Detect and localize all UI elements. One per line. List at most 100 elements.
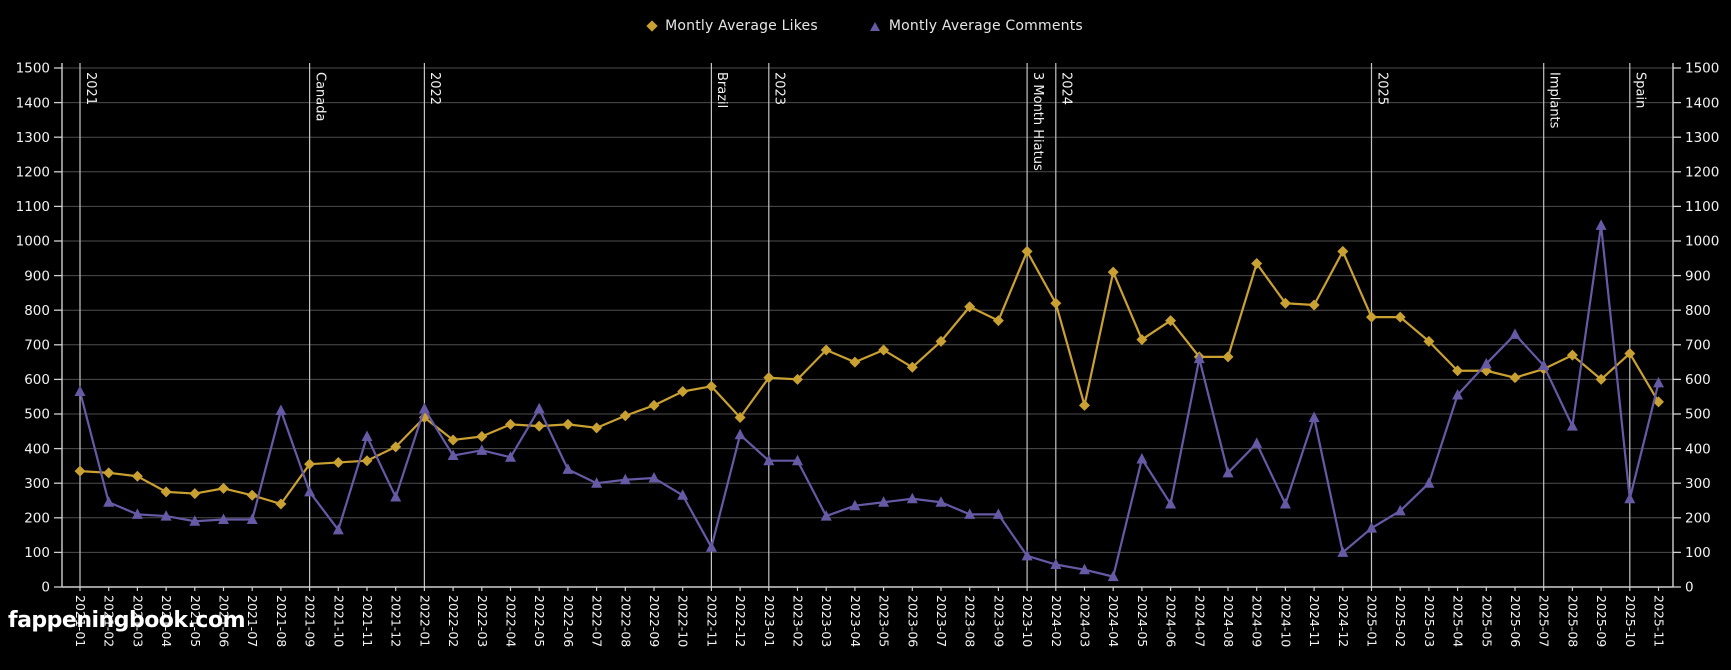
diamond-marker bbox=[1653, 396, 1664, 408]
diamond-marker bbox=[1165, 315, 1177, 327]
x-tick-label: 2025-11 bbox=[1652, 595, 1667, 647]
y-tick-label-right: 700 bbox=[1685, 338, 1711, 354]
x-tick-label: 2023-01 bbox=[762, 595, 777, 647]
x-tick-label: 2022-11 bbox=[704, 595, 719, 647]
y-tick-label-right: 1000 bbox=[1685, 234, 1719, 250]
x-tick-label: 2023-07 bbox=[934, 595, 949, 647]
y-tick-label-right: 100 bbox=[1685, 545, 1711, 561]
diamond-marker bbox=[1136, 334, 1148, 346]
annotation-label: Implants bbox=[1547, 72, 1562, 129]
triangle-marker bbox=[332, 523, 344, 535]
diamond-marker bbox=[275, 498, 287, 510]
triangle-marker bbox=[218, 513, 229, 525]
triangle-marker bbox=[418, 402, 430, 414]
diamond-marker bbox=[734, 411, 746, 423]
x-tick-label: 2022-05 bbox=[532, 595, 547, 647]
x-tick-label: 2025-02 bbox=[1393, 595, 1408, 647]
x-tick-label: 2024-03 bbox=[1078, 595, 1093, 647]
diamond-marker bbox=[1050, 297, 1062, 309]
diamond-marker bbox=[849, 356, 861, 368]
diamond-marker bbox=[1107, 266, 1119, 278]
triangle-marker bbox=[849, 499, 861, 511]
diamond-marker bbox=[1021, 245, 1033, 257]
diamond-marker bbox=[476, 430, 488, 442]
x-tick-label: 2025-04 bbox=[1451, 595, 1466, 647]
diamond-marker bbox=[1394, 311, 1406, 323]
x-tick-label: 2024-08 bbox=[1221, 595, 1236, 647]
y-tick-label-left: 1400 bbox=[16, 95, 50, 111]
y-tick-label-right: 1400 bbox=[1685, 95, 1719, 111]
x-tick-label: 2021-05 bbox=[188, 595, 203, 647]
y-tick-label-left: 1000 bbox=[16, 234, 50, 250]
y-tick-label-right: 0 bbox=[1685, 580, 1694, 596]
triangle-marker bbox=[1136, 452, 1148, 464]
x-tick-label: 2025-01 bbox=[1365, 595, 1380, 647]
diamond-marker bbox=[1366, 311, 1377, 323]
x-tick-label: 2023-06 bbox=[905, 595, 920, 647]
x-tick-label: 2025-09 bbox=[1594, 595, 1609, 647]
triangle-marker bbox=[1566, 420, 1578, 431]
diamond-marker bbox=[562, 418, 574, 430]
triangle-marker bbox=[992, 508, 1004, 519]
series-line bbox=[78, 224, 1660, 578]
y-tick-label-right: 1200 bbox=[1685, 165, 1719, 181]
triangle-marker bbox=[1394, 504, 1406, 516]
triangle-marker bbox=[1193, 352, 1205, 364]
y-tick-label-left: 500 bbox=[24, 407, 50, 423]
diamond-marker bbox=[103, 467, 115, 479]
x-tick-label: 2023-10 bbox=[1020, 595, 1035, 647]
x-tick-label: 2021-12 bbox=[389, 595, 404, 647]
triangle-marker bbox=[1279, 497, 1291, 509]
x-tick-label: 2021-03 bbox=[130, 595, 145, 647]
diamond-marker bbox=[648, 399, 660, 411]
triangle-marker bbox=[476, 444, 488, 455]
diamond-marker bbox=[992, 315, 1004, 327]
annotation-label: 3 Month Hiatus bbox=[1030, 72, 1045, 171]
y-tick-label-left: 800 bbox=[24, 303, 50, 319]
triangle-marker bbox=[1021, 549, 1033, 561]
triangle-marker bbox=[505, 451, 516, 462]
diamond-marker bbox=[131, 470, 143, 482]
diamond-marker bbox=[505, 418, 516, 430]
diamond-marker bbox=[1423, 335, 1435, 347]
diamond-marker bbox=[820, 344, 832, 356]
x-axis-labels: 2021-01 2021-02 2021-03 2021-04 2021-05 2021-… bbox=[73, 587, 1667, 647]
x-tick-label: 2024-11 bbox=[1307, 595, 1322, 647]
y-tick-label-right: 600 bbox=[1685, 372, 1711, 388]
x-tick-label: 2024-12 bbox=[1336, 595, 1351, 647]
triangle-marker bbox=[533, 402, 545, 414]
x-tick-label: 2021-09 bbox=[303, 595, 318, 647]
x-tick-label: 2023-05 bbox=[877, 595, 892, 647]
x-tick-label: 2024-09 bbox=[1250, 595, 1265, 647]
y-tick-label-left: 600 bbox=[24, 372, 50, 388]
x-tick-label: 2023-09 bbox=[991, 595, 1006, 647]
triangle-marker bbox=[1165, 497, 1177, 509]
triangle-marker bbox=[935, 496, 947, 507]
triangle-marker bbox=[103, 496, 115, 507]
y-tick-label-left: 0 bbox=[41, 580, 50, 596]
x-tick-label: 2024-02 bbox=[1049, 595, 1064, 647]
x-tick-label: 2022-09 bbox=[647, 595, 662, 647]
y-tick-label-right: 1300 bbox=[1685, 130, 1719, 146]
diamond-marker bbox=[792, 373, 803, 385]
triangle-marker bbox=[131, 508, 143, 519]
x-tick-label: 2023-08 bbox=[963, 595, 978, 647]
annotation-labels: 2021 Canada 2022 Brazil 2023 3 Month Hiatus 20… bbox=[83, 72, 1648, 171]
x-tick-label: 2023-02 bbox=[791, 595, 806, 647]
x-tick-label: 2021-11 bbox=[360, 595, 375, 647]
y-tick-label-left: 1500 bbox=[16, 61, 50, 77]
y-axis-labels: 0 0 100 100 200 200 300 300 400 400 500 500 600 600 70… bbox=[16, 61, 1720, 596]
triangle-marker bbox=[792, 454, 803, 466]
diamond-marker bbox=[390, 441, 402, 453]
x-tick-label: 2025-06 bbox=[1508, 595, 1523, 647]
x-tick-label: 2025-03 bbox=[1422, 595, 1437, 647]
x-tick-label: 2025-10 bbox=[1623, 595, 1638, 647]
x-tick-label: 2022-12 bbox=[733, 595, 748, 647]
triangle-marker bbox=[1423, 477, 1435, 488]
series-line bbox=[79, 250, 1660, 506]
diamond-marker bbox=[964, 301, 976, 313]
diamond-marker bbox=[906, 361, 918, 373]
x-tick-label: 2022-06 bbox=[561, 595, 576, 647]
triangle-marker bbox=[619, 473, 631, 485]
y-tick-label-left: 1100 bbox=[16, 199, 50, 215]
